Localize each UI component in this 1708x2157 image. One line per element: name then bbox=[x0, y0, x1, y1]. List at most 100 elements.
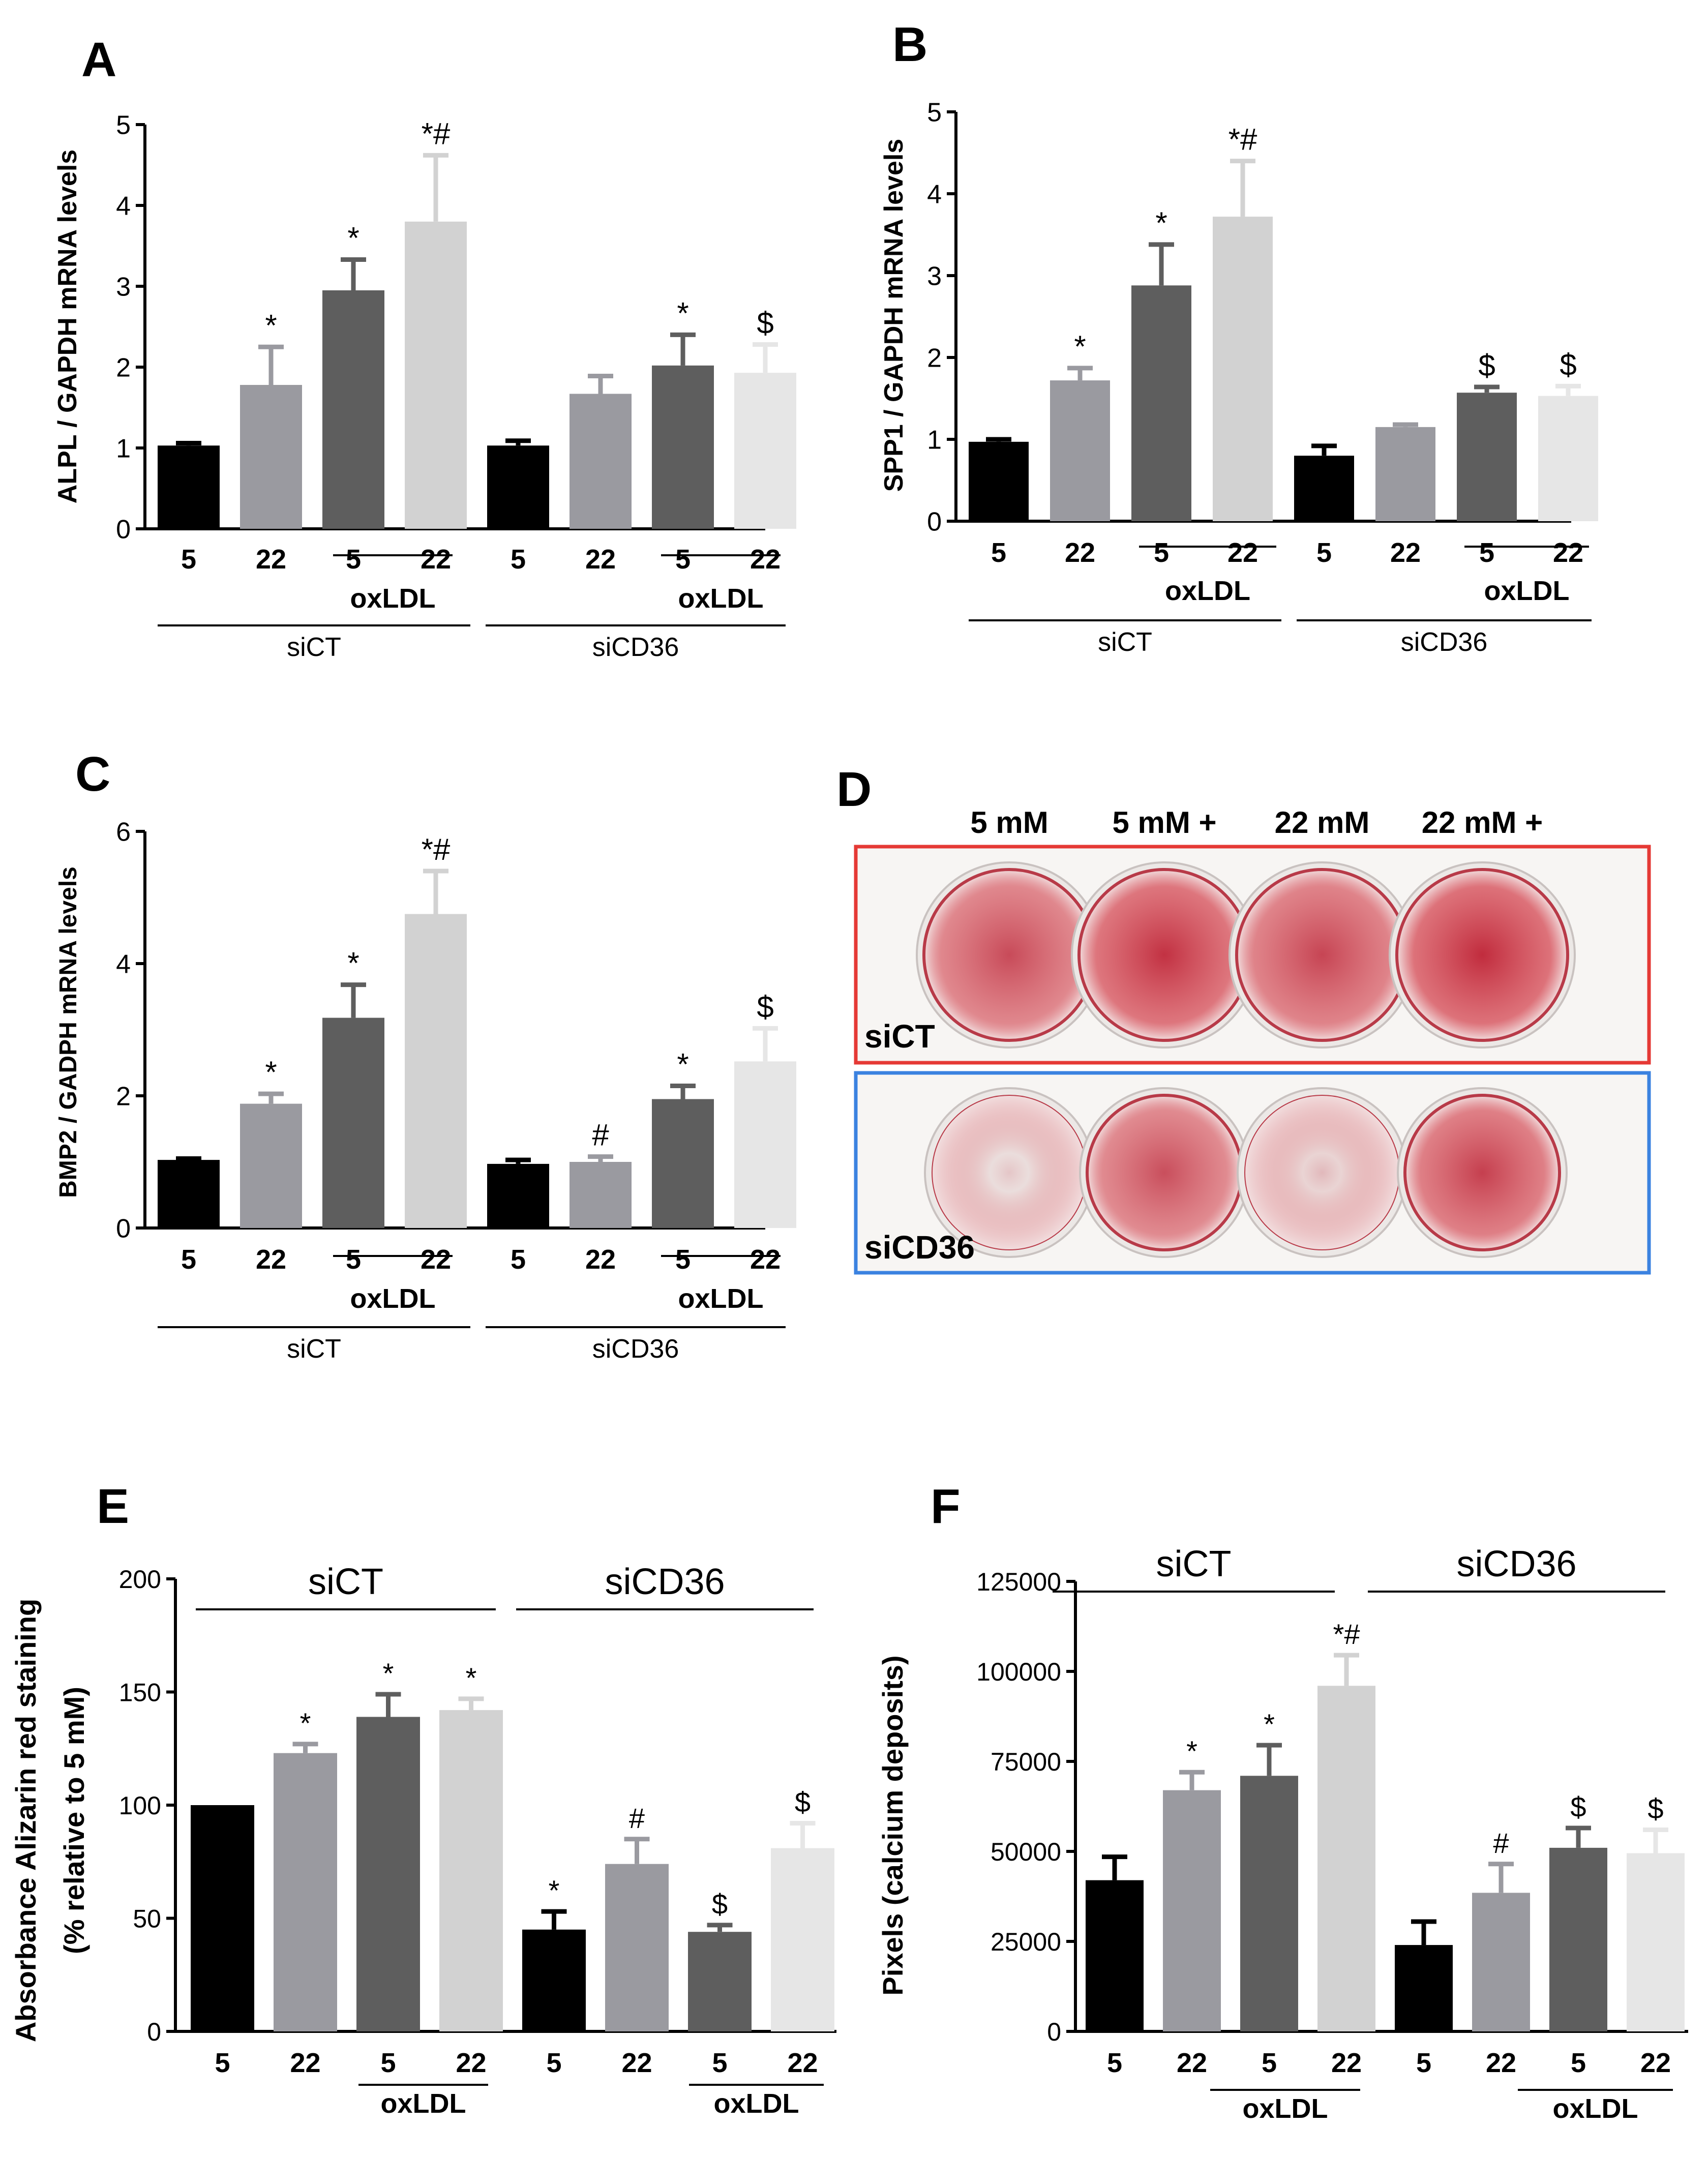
significance-label: * bbox=[466, 1662, 477, 1694]
x-tick-label: 22 bbox=[585, 544, 616, 575]
bar bbox=[1457, 393, 1517, 521]
x-tick-label: 5 bbox=[991, 537, 1006, 568]
y-tick-label: 3 bbox=[927, 262, 942, 291]
panel-letter-b: B bbox=[892, 17, 927, 72]
x-tick-label: 5 bbox=[546, 2048, 561, 2078]
significance-label: * bbox=[265, 308, 277, 342]
bar bbox=[1050, 380, 1110, 521]
significance-label: $ bbox=[712, 1888, 728, 1920]
x-tick-label: 5 bbox=[712, 2048, 727, 2078]
y-tick-label: 6 bbox=[116, 818, 131, 847]
bar bbox=[1627, 1853, 1685, 2031]
significance-label: * bbox=[347, 946, 359, 980]
y-tick-label: 1 bbox=[116, 434, 131, 464]
x-tick-label: 5 bbox=[675, 544, 691, 575]
significance-label: $ bbox=[1647, 1793, 1663, 1825]
group-label: siCT bbox=[1156, 1544, 1232, 1584]
x-tick-label: 5 bbox=[675, 1244, 691, 1275]
significance-label: # bbox=[629, 1802, 645, 1834]
y-tick-label: 150 bbox=[119, 1679, 161, 1707]
bar bbox=[1375, 427, 1435, 521]
bar bbox=[570, 1162, 632, 1228]
subgroup-label: oxLDL bbox=[678, 583, 764, 614]
y-tick-label: 125000 bbox=[976, 1568, 1061, 1596]
y-tick-label: 25000 bbox=[991, 1928, 1061, 1956]
panel-letter-f: F bbox=[931, 1479, 961, 1534]
x-tick-label: 5 bbox=[181, 1244, 196, 1275]
significance-label: * bbox=[300, 1707, 311, 1739]
significance-label: *# bbox=[1333, 1618, 1360, 1650]
stained-well bbox=[1235, 868, 1409, 1042]
y-tick-label: 3 bbox=[116, 273, 131, 302]
x-tick-label: 22 bbox=[1065, 537, 1095, 568]
significance-label: $ bbox=[757, 990, 773, 1024]
bar bbox=[1395, 1945, 1453, 2031]
y-axis-subtitle: (% relative to 5 mM) bbox=[58, 1687, 90, 1954]
bar bbox=[1549, 1847, 1607, 2031]
x-tick-label: 5 bbox=[1479, 537, 1494, 568]
x-tick-label: 22 bbox=[1640, 2048, 1671, 2078]
bar bbox=[605, 1864, 669, 2031]
stained-well bbox=[1395, 868, 1569, 1042]
y-axis-title: BMP2 / GADPH mRNA levels bbox=[55, 866, 82, 1198]
significance-label: * bbox=[1074, 329, 1086, 364]
y-tick-label: 0 bbox=[116, 515, 131, 545]
significance-label: * bbox=[265, 1055, 277, 1089]
bar bbox=[1086, 1880, 1144, 2031]
y-tick-label: 5 bbox=[116, 111, 131, 140]
y-axis-title: ALPL / GAPDH mRNA levels bbox=[53, 149, 82, 503]
group-label: siCT bbox=[308, 1562, 383, 1602]
x-tick-label: 5 bbox=[346, 1244, 361, 1275]
bar bbox=[652, 1099, 714, 1228]
x-tick-label: 22 bbox=[1486, 2048, 1516, 2078]
group-label: siCD36 bbox=[1401, 627, 1488, 657]
bar bbox=[439, 1710, 503, 2031]
y-tick-label: 5 bbox=[927, 98, 942, 128]
x-tick-label: 5 bbox=[1154, 537, 1169, 568]
significance-label: $ bbox=[1560, 347, 1576, 381]
subgroup-label: oxLDL bbox=[714, 2088, 799, 2119]
bar bbox=[405, 914, 467, 1228]
bar bbox=[1538, 396, 1598, 521]
stained-well bbox=[1403, 1094, 1561, 1251]
significance-label: * bbox=[347, 221, 359, 255]
significance-label: * bbox=[1264, 1708, 1275, 1740]
bar bbox=[969, 441, 1029, 521]
bar bbox=[1294, 456, 1354, 521]
column-label: 22 mM + bbox=[1422, 805, 1543, 840]
bar bbox=[734, 1061, 796, 1228]
subgroup-label: oxLDL bbox=[350, 583, 436, 614]
group-label: siCT bbox=[1098, 627, 1152, 657]
significance-label: * bbox=[677, 1047, 688, 1082]
group-label: siCT bbox=[287, 633, 341, 662]
x-tick-label: 22 bbox=[1390, 537, 1421, 568]
y-tick-label: 0 bbox=[147, 2018, 161, 2046]
bar bbox=[1213, 217, 1273, 522]
group-label: siCD36 bbox=[592, 1334, 679, 1364]
bar bbox=[1317, 1686, 1375, 2031]
significance-label: *# bbox=[422, 832, 451, 866]
bar bbox=[487, 1163, 549, 1228]
panel-b-chart: 0 1 2 3 4 5 SPP1 / GAPDH mRNA levels 5 * 22 * 5 *# 22… bbox=[879, 98, 1598, 657]
subgroup-label: oxLDL bbox=[350, 1283, 436, 1314]
stained-well bbox=[922, 868, 1096, 1042]
x-tick-label: 22 bbox=[456, 2048, 486, 2078]
bar bbox=[274, 1753, 337, 2031]
x-tick-label: 5 bbox=[1316, 537, 1332, 568]
panel-c-chart: 0 2 4 6 BMP2 / GADPH mRNA levels 5 * 22 * 5 *# 22 5 #… bbox=[55, 818, 796, 1364]
y-tick-label: 75000 bbox=[991, 1748, 1061, 1776]
panel-letter-e: E bbox=[97, 1479, 129, 1534]
x-tick-label: 22 bbox=[290, 2048, 320, 2078]
y-tick-label: 100 bbox=[119, 1791, 161, 1820]
x-tick-label: 22 bbox=[421, 1244, 451, 1275]
y-tick-label: 100000 bbox=[976, 1658, 1061, 1686]
x-tick-label: 22 bbox=[1553, 537, 1583, 568]
group-label: siCT bbox=[287, 1334, 341, 1364]
significance-label: * bbox=[383, 1657, 394, 1689]
x-tick-label: 22 bbox=[1331, 2048, 1362, 2078]
x-tick-label: 5 bbox=[1416, 2048, 1431, 2078]
y-axis-title: Pixels (calcium deposits) bbox=[877, 1655, 909, 1995]
bar bbox=[191, 1805, 254, 2031]
y-tick-label: 2 bbox=[927, 344, 942, 373]
y-tick-label: 0 bbox=[927, 507, 942, 537]
